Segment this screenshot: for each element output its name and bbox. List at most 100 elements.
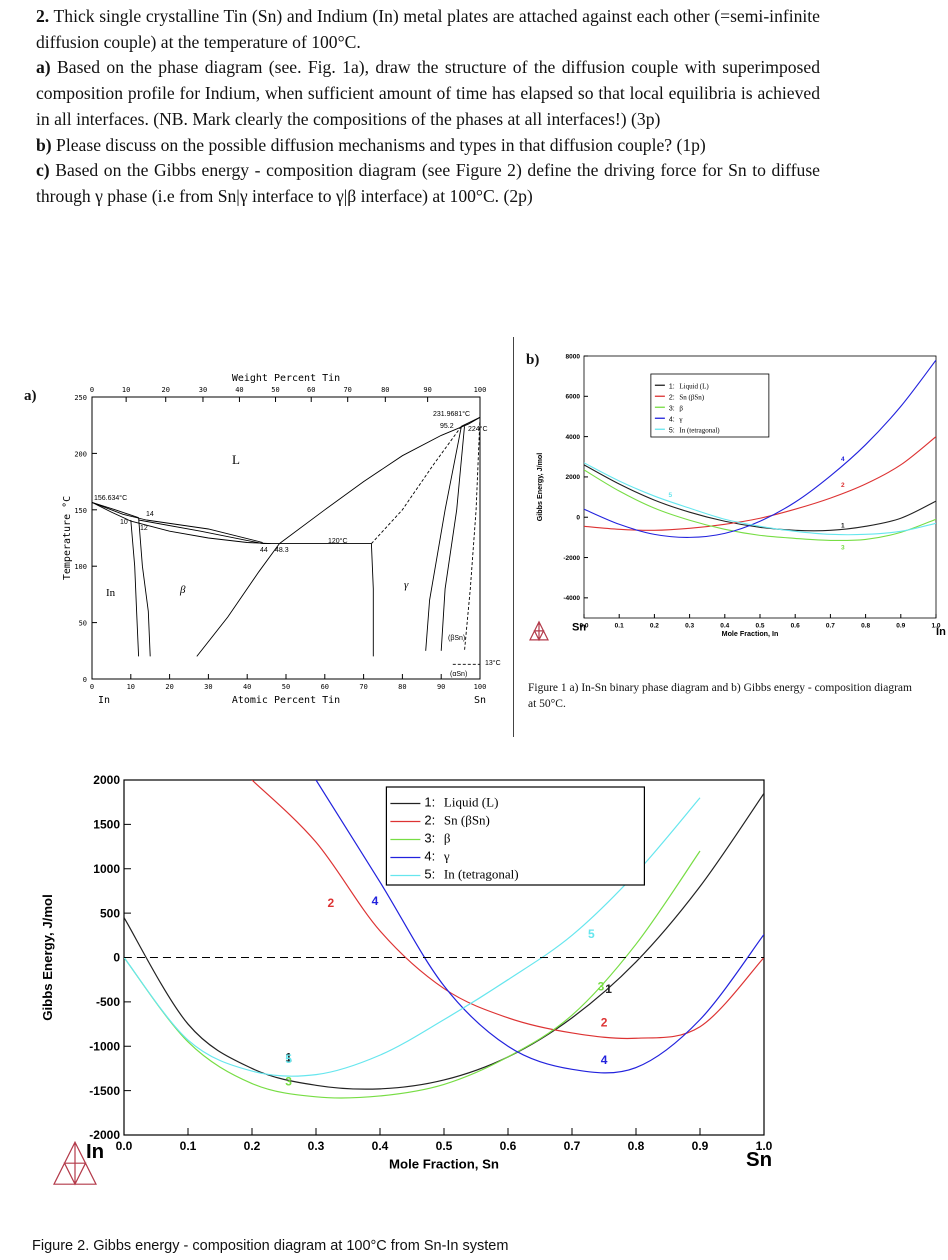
legend-number: 3: xyxy=(669,405,675,412)
top-axis-title: Weight Percent Tin xyxy=(232,373,340,384)
x-tick-label: 0.6 xyxy=(500,1139,517,1153)
phase-diagram-ticks: 0 10 20 30 40 50 60 70 80 90 1000 10 20 30 40 50 60 70 80 9… xyxy=(74,386,486,691)
logo-triangle xyxy=(53,1140,97,1186)
gibbs-chart-50c: 0.0 0.1 0.2 0.3 0.4 0.5 0.6 0.7 0.8 0.9 1.0 8000 600… xyxy=(529,353,946,642)
right-element-label: In xyxy=(936,626,946,638)
y-tick-label: 50 xyxy=(79,620,87,628)
x-tick-label: 0.0 xyxy=(116,1139,133,1153)
series-line xyxy=(124,792,764,1090)
legend-number: 5: xyxy=(424,867,435,882)
val-48-3-label: 48.3 xyxy=(275,547,289,554)
phase-boundary-line xyxy=(425,426,462,651)
dashed-boundary xyxy=(371,426,462,544)
curve-label: 2 xyxy=(601,1016,608,1030)
legend: 1: Liquid (L) 2: Sn (βSn) 3: β 4: γ 5: In (tetrag… xyxy=(385,786,645,886)
curve-label: 4 xyxy=(372,894,379,908)
bottom-tick-label: 10 xyxy=(127,683,135,691)
phase-boundary-line xyxy=(440,426,465,651)
phase-boundary-line xyxy=(370,543,374,657)
bottom-axis-title: Atomic Percent Tin xyxy=(232,695,340,706)
bottom-tick-label: 60 xyxy=(321,683,329,691)
val-14-label: 14 xyxy=(146,511,154,518)
phase-boundary-line xyxy=(130,519,140,657)
question-intro: 2. Thick single crystalline Tin (Sn) and… xyxy=(36,4,820,55)
y-axis-title: Gibbs Energy, J/mol xyxy=(40,894,55,1021)
bottom-tick-label: 50 xyxy=(282,683,290,691)
y-tick-label: 0 xyxy=(83,676,87,684)
sn-label-axis: Sn xyxy=(474,695,486,706)
x-tick-label: 0.0 xyxy=(579,623,588,630)
curve-label: 1 xyxy=(841,522,845,529)
bottom-tick-label: 80 xyxy=(398,683,406,691)
y-tick-label: 8000 xyxy=(566,353,581,360)
top-tick-label: 50 xyxy=(271,386,279,394)
top-tick-label: 80 xyxy=(381,386,389,394)
y-tick-label: -2000 xyxy=(563,555,580,562)
phase-diagram-frame xyxy=(91,396,481,680)
legend-number: 1: xyxy=(424,795,435,810)
phase-diagram: 0 10 20 30 40 50 60 70 80 90 1000 10 20 30 40 50 60 70 80 9… xyxy=(62,373,501,706)
x-axis-title: Mole Fraction, In xyxy=(722,630,779,638)
gibbs-chart-100c: 0.0 0.1 0.2 0.3 0.4 0.5 0.6 0.7 0.8 0.9 1.02000150… xyxy=(40,773,773,1186)
series-line xyxy=(584,464,936,532)
x-axis-title: Mole Fraction, Sn xyxy=(389,1157,499,1172)
legend-entry: Sn (βSn) xyxy=(679,393,704,401)
gamma-region-label: γ xyxy=(404,579,409,591)
legend-number: 1: xyxy=(669,383,675,390)
legend-entry: In (tetragonal) xyxy=(444,867,519,882)
left-element-label: In xyxy=(86,1141,104,1163)
y-axis-title: Temperature °C xyxy=(62,496,73,580)
series-line xyxy=(315,780,764,1074)
sn-melting-label: 231.9681°C xyxy=(433,410,470,418)
right-element-label: Sn xyxy=(746,1149,772,1171)
curve-label: 2 xyxy=(841,482,845,489)
y-tick-label: -4000 xyxy=(563,595,580,602)
legend-entry: γ xyxy=(443,849,450,864)
series-line xyxy=(584,469,936,542)
figure2-caption: Figure 2. Gibbs energy - composition dia… xyxy=(32,1238,509,1254)
x-tick-label: 0.3 xyxy=(308,1139,325,1153)
x-tick-label: 0.4 xyxy=(720,623,729,630)
legend-number: 5: xyxy=(669,427,675,434)
peritectic-label: 224°C xyxy=(468,425,488,433)
y-tick-label: 2000 xyxy=(566,474,581,481)
thermocalc-logo xyxy=(529,620,549,642)
curve-label: 1 xyxy=(285,1050,292,1064)
dashed-boundary xyxy=(464,417,481,651)
bottom-tick-label: 20 xyxy=(165,683,173,691)
x-tick-label: 0.1 xyxy=(615,623,624,630)
x-tick-label: 0.4 xyxy=(372,1139,389,1153)
part-a-label: a) xyxy=(36,57,51,78)
val-10-label: 10 xyxy=(120,519,128,526)
y-tick-label: 4000 xyxy=(566,434,581,441)
phase-boundaries xyxy=(91,416,481,665)
legend-entry: β xyxy=(679,404,683,412)
y-tick-label: 100 xyxy=(74,563,87,571)
legend-number: 4: xyxy=(424,849,435,864)
curves xyxy=(124,780,764,1099)
legend-entry: γ xyxy=(678,415,682,423)
left-element-label: Sn xyxy=(572,621,586,633)
legend-entry: In (tetragonal) xyxy=(679,426,720,434)
legend-number: 4: xyxy=(669,416,675,423)
x-tick-label: 0.6 xyxy=(791,623,800,630)
part-c-text: Based on the Gibbs energy - composition … xyxy=(36,160,820,206)
y-tick-label: 1500 xyxy=(93,818,120,832)
transition-label: 13°C xyxy=(485,659,501,667)
question-text: 2. Thick single crystalline Tin (Sn) and… xyxy=(36,4,820,210)
x-tick-label: 0.9 xyxy=(896,623,905,630)
curve-label: 2 xyxy=(328,896,335,910)
curve-label: 3 xyxy=(841,544,845,551)
curve-label: 5 xyxy=(668,492,672,499)
phase-boundary-line xyxy=(146,519,263,543)
in-melting-label: 156.634°C xyxy=(94,494,127,502)
phase-boundary-line xyxy=(138,517,151,657)
y-tick-label: 250 xyxy=(74,394,87,402)
top-tick-label: 10 xyxy=(122,386,130,394)
beta-sn-label: (βSn) xyxy=(448,635,465,642)
phase-boundary-line xyxy=(91,501,271,545)
x-tick-label: 0.3 xyxy=(685,623,694,630)
x-tick-label: 0.8 xyxy=(628,1139,645,1153)
curve-label: 4 xyxy=(841,456,845,463)
x-tick-label: 0.1 xyxy=(180,1139,197,1153)
